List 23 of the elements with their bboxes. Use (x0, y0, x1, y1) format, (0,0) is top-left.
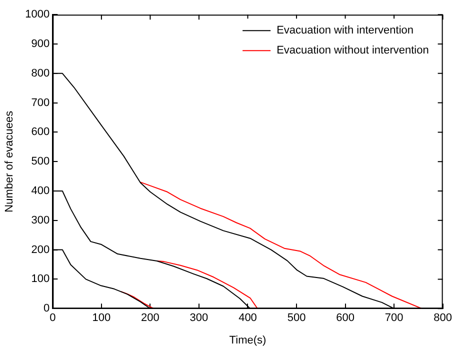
y-tick-label: 800 (31, 67, 50, 80)
x-tick-label: 200 (141, 312, 160, 324)
y-tick-label: 400 (31, 185, 50, 198)
x-axis-title: Time(s) (229, 334, 266, 346)
y-axis-title: Number of evacuees (4, 110, 16, 212)
x-tick-label: 300 (190, 312, 208, 324)
y-tick-label: 1000 (25, 8, 50, 21)
x-tick-label: 700 (384, 312, 404, 324)
y-tick-label: 100 (31, 273, 50, 286)
y-tick-label: 300 (31, 214, 50, 226)
x-tick-label: 800 (434, 312, 452, 324)
y-tick-label: 0 (44, 302, 50, 315)
x-tick-label: 600 (336, 312, 354, 324)
y-tick-label: 700 (31, 96, 50, 109)
y-tick-label: 500 (31, 156, 50, 168)
x-tick-label: 100 (92, 312, 111, 324)
y-tick-label: 900 (31, 38, 50, 50)
x-tick-label: 500 (287, 312, 306, 324)
legend-label: Evacuation with intervention (276, 24, 414, 37)
legend-label: Evacuation without intervention (276, 44, 429, 57)
x-tick-label: 400 (238, 312, 257, 324)
y-tick-label: 200 (31, 244, 50, 256)
y-tick-label: 600 (31, 126, 50, 138)
